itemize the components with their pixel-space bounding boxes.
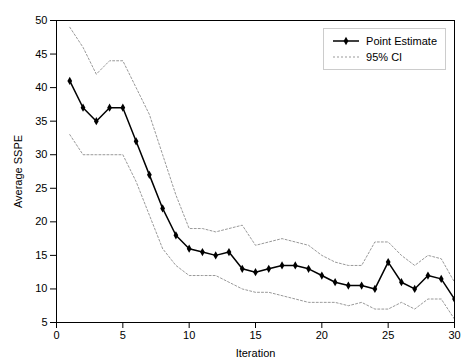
svg-text:Average SSPE: Average SSPE <box>12 135 24 208</box>
svg-text:15: 15 <box>249 329 261 341</box>
svg-text:Iteration: Iteration <box>236 347 276 359</box>
html-text:95% CI: 95% CI <box>366 51 403 63</box>
html-text:Point Estimate: Point Estimate <box>366 35 437 47</box>
svg-text:5: 5 <box>120 329 126 341</box>
svg-text:10: 10 <box>35 282 47 294</box>
svg-text:0: 0 <box>53 329 59 341</box>
svg-text:20: 20 <box>316 329 328 341</box>
svg-text:5: 5 <box>41 316 47 328</box>
svg-text:30: 30 <box>35 148 47 160</box>
svg-text:45: 45 <box>35 48 47 60</box>
svg-text:35: 35 <box>35 115 47 127</box>
svg-text:20: 20 <box>35 215 47 227</box>
svg-text:30: 30 <box>448 329 460 341</box>
svg-text:50: 50 <box>35 14 47 26</box>
svg-text:40: 40 <box>35 81 47 93</box>
svg-text:25: 25 <box>382 329 394 341</box>
svg-text:15: 15 <box>35 249 47 261</box>
svg-text:10: 10 <box>183 329 195 341</box>
svg-text:25: 25 <box>35 182 47 194</box>
